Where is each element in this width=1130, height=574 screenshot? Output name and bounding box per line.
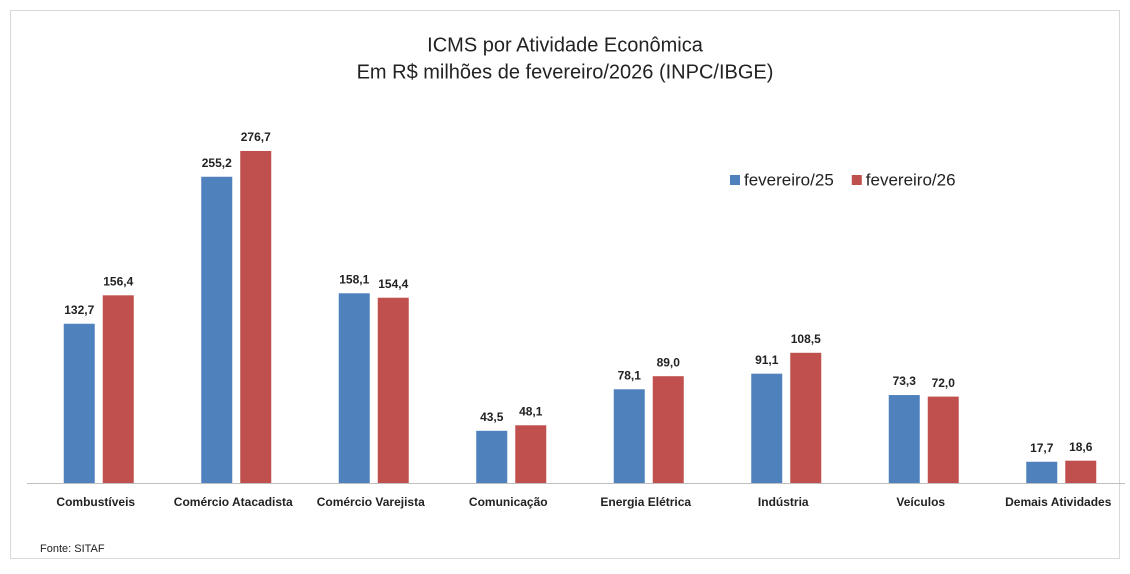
bar (790, 352, 822, 483)
bar (515, 425, 547, 483)
x-tick-label: Energia Elétrica (600, 495, 691, 509)
bar (63, 323, 95, 483)
bar (888, 395, 920, 483)
bar (476, 430, 508, 483)
value-label: 156,4 (103, 274, 133, 288)
value-label: 18,6 (1069, 440, 1093, 454)
bar (201, 176, 233, 483)
x-tick-label: Indústria (758, 495, 809, 509)
bar (1026, 461, 1058, 483)
legend-swatch (730, 175, 740, 185)
chart-title: ICMS por Atividade Econômica (427, 34, 704, 56)
value-label: 154,4 (378, 277, 408, 291)
bar (102, 295, 134, 483)
x-tick-label: Comunicação (469, 495, 548, 509)
bar (377, 297, 409, 483)
value-label: 255,2 (202, 156, 232, 170)
value-label: 158,1 (339, 272, 369, 286)
bar (240, 150, 272, 483)
bar (1065, 460, 1097, 483)
value-label: 132,7 (64, 303, 94, 317)
value-label: 89,0 (657, 355, 681, 369)
value-label: 91,1 (755, 353, 779, 367)
source-note: Fonte: SITAF (40, 543, 105, 555)
legend-swatch (851, 175, 862, 185)
legend-label: fevereiro/25 (744, 170, 834, 189)
bar (927, 396, 959, 483)
legend-label: fevereiro/26 (866, 170, 956, 189)
x-tick-label: Veículos (896, 495, 945, 509)
x-tick-label: Demais Atividades (1005, 495, 1112, 509)
x-tick-label: Comércio Varejista (317, 495, 425, 509)
value-label: 73,3 (893, 374, 917, 388)
bar (613, 389, 645, 483)
value-label: 108,5 (791, 332, 821, 346)
value-label: 17,7 (1030, 441, 1054, 455)
x-tick-label: Combustíveis (56, 495, 135, 509)
bar (338, 293, 370, 483)
value-label: 72,0 (932, 376, 956, 390)
bar (751, 373, 783, 483)
x-tick-label: Comércio Atacadista (174, 495, 293, 509)
value-label: 43,5 (480, 410, 504, 424)
bar (652, 376, 684, 483)
value-label: 48,1 (519, 404, 543, 418)
value-label: 276,7 (241, 130, 271, 144)
value-label: 78,1 (618, 368, 642, 382)
chart-subtitle: Em R$ milhões de fevereiro/2026 (INPC/IB… (357, 61, 774, 83)
